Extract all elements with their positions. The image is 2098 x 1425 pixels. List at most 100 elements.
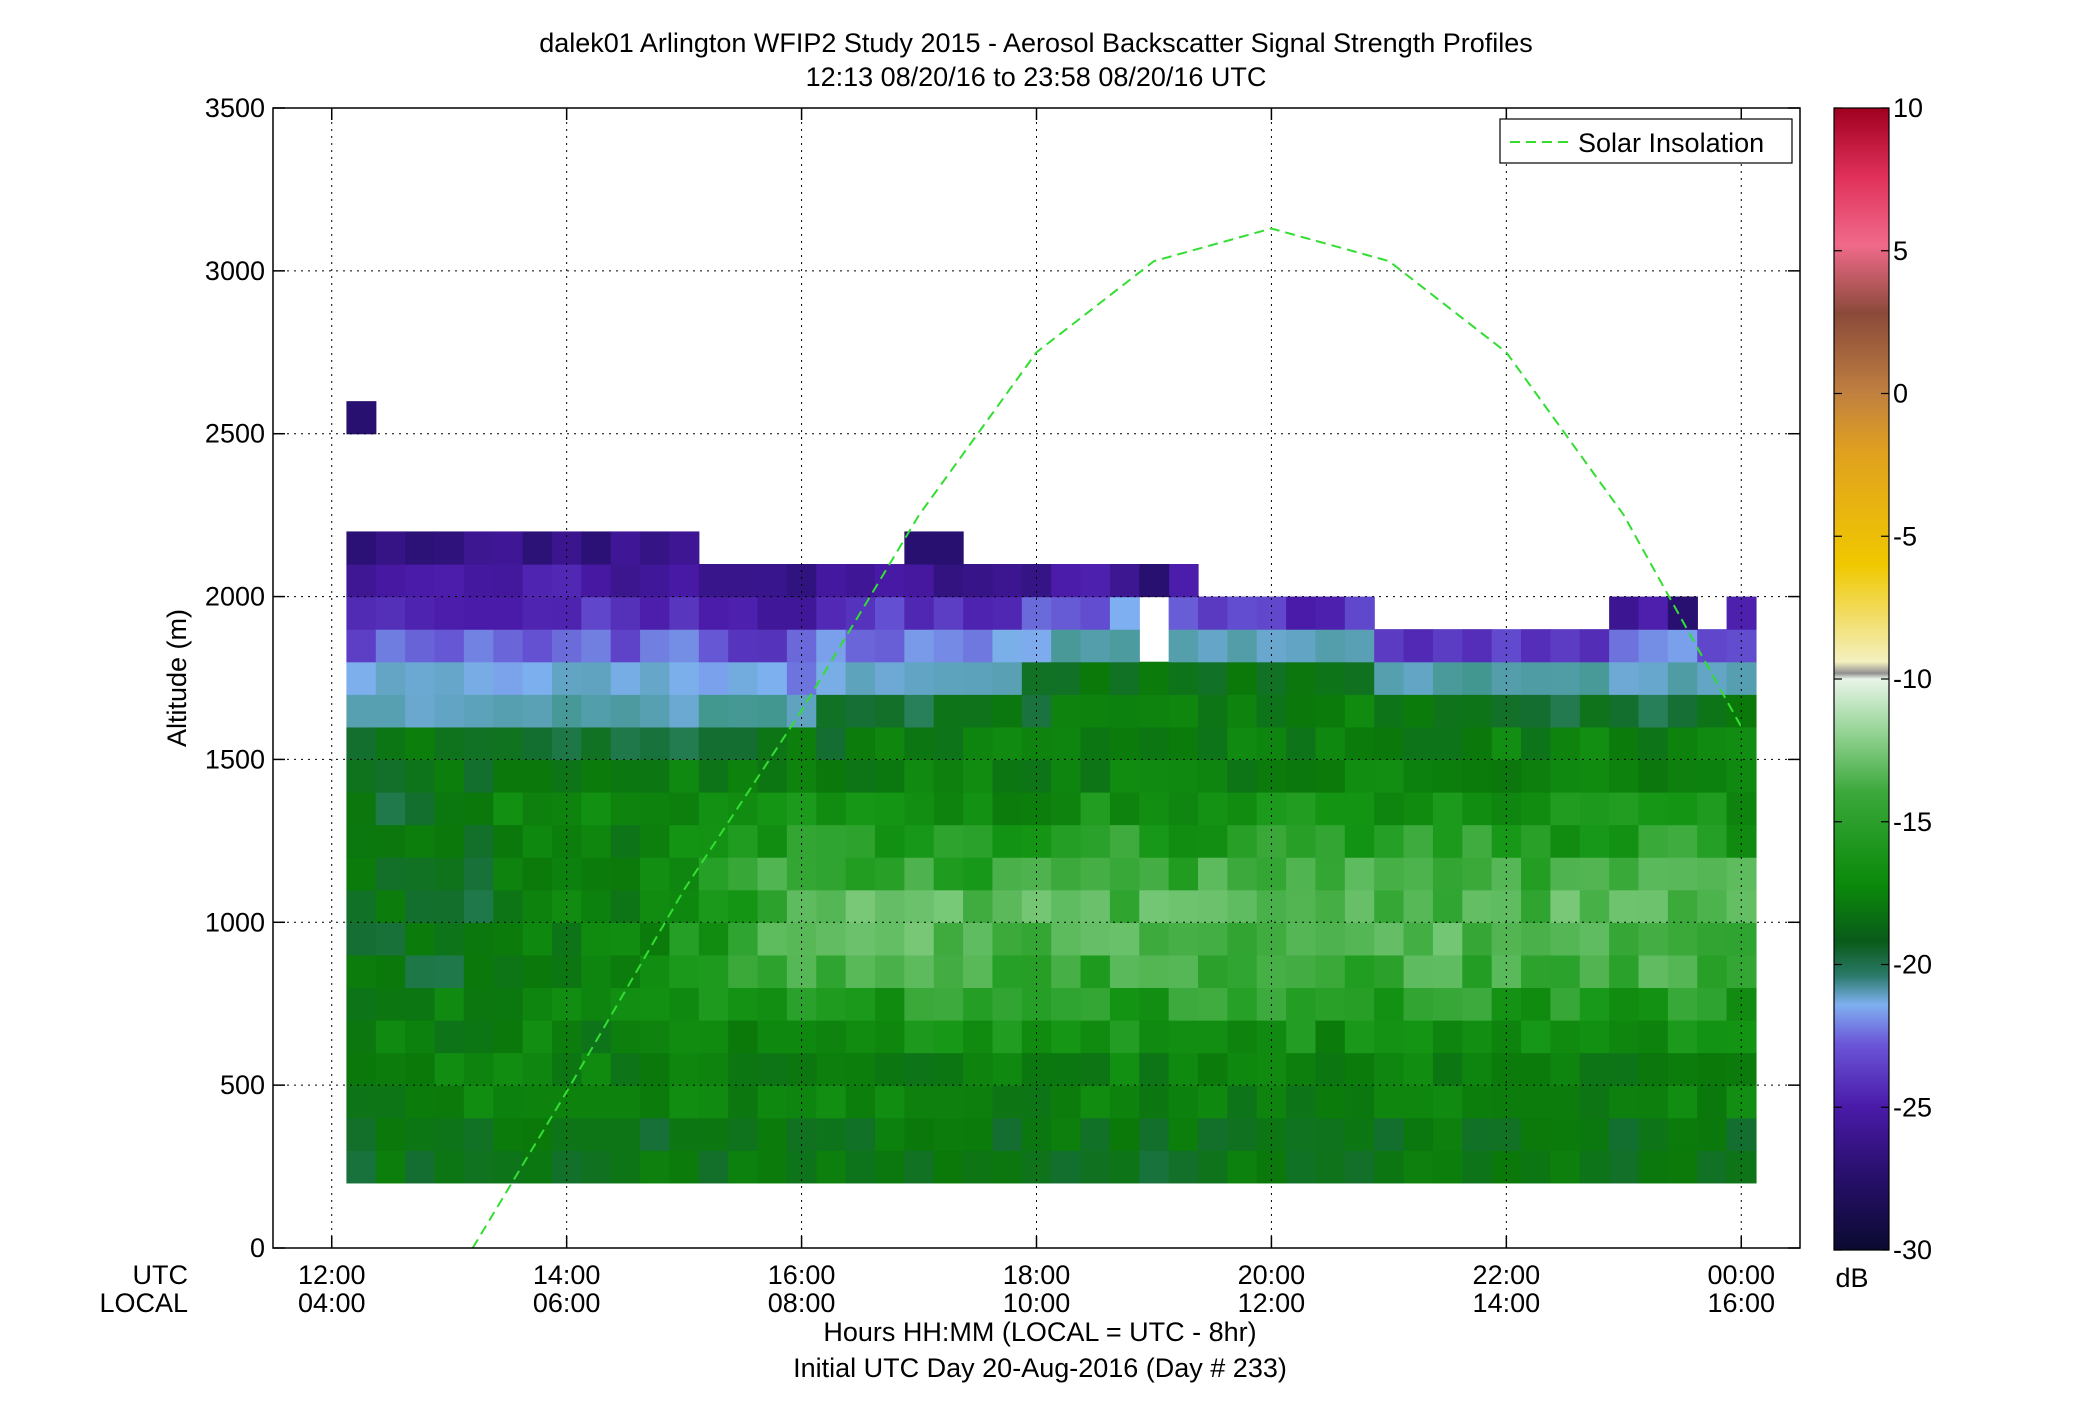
heatmap-cell (522, 824, 553, 858)
heatmap-cell (434, 1117, 465, 1151)
heatmap-cell (1667, 857, 1698, 891)
heatmap-cell (346, 987, 377, 1021)
heatmap-cell (904, 889, 935, 923)
heatmap-cell (463, 694, 494, 728)
heatmap-cell (581, 661, 612, 695)
heatmap-cell (874, 759, 905, 793)
heatmap-cell (405, 922, 436, 956)
heatmap-cell (1403, 824, 1434, 858)
heatmap-cell (346, 857, 377, 891)
y-axis-ticks: 0 500 1000 1500 2000 2500 3000 3500 (205, 93, 1800, 1263)
heatmap-cell (375, 661, 406, 695)
heatmap-cell (816, 922, 847, 956)
heatmap-cell (1638, 1150, 1669, 1184)
heatmap-cell (992, 596, 1023, 630)
heatmap-cell (522, 1052, 553, 1086)
heatmap-cell (522, 1085, 553, 1119)
heatmap-cell (1579, 1052, 1610, 1086)
heatmap-cell (493, 954, 524, 989)
heatmap-cell (1139, 922, 1170, 956)
heatmap-cell (1609, 694, 1640, 728)
heatmap-cell (610, 694, 641, 728)
heatmap-cell (522, 857, 553, 891)
x-axis-ticks: 12:0004:0014:0006:0016:0008:0018:0010:00… (298, 108, 1775, 1318)
heatmap-cell (1080, 922, 1111, 956)
heatmap-cell (610, 857, 641, 891)
heatmap-cell (346, 1052, 377, 1086)
heatmap-cell (463, 661, 494, 695)
heatmap-cell (434, 1020, 465, 1054)
heatmap-cell (346, 661, 377, 695)
heatmap-cell (551, 1020, 582, 1054)
heatmap-cell (1198, 1020, 1228, 1054)
heatmap-cell (786, 954, 817, 989)
heatmap-cell (874, 987, 905, 1021)
heatmap-layer (346, 401, 1757, 1184)
heatmap-cell (522, 661, 553, 695)
heatmap-cell (1315, 1085, 1346, 1119)
heatmap-cell (1432, 726, 1463, 761)
heatmap-cell (1521, 824, 1551, 858)
heatmap-cell (1550, 694, 1581, 728)
heatmap-cell (463, 889, 494, 923)
heatmap-cell (933, 954, 964, 989)
heatmap-cell (1609, 987, 1640, 1021)
heatmap-cell (1638, 1052, 1669, 1086)
heatmap-cell (522, 922, 553, 956)
heatmap-cell (1579, 889, 1610, 923)
heatmap-cell (963, 889, 994, 923)
heatmap-cell (346, 1150, 377, 1184)
x-tick-label-local: 12:00 (1238, 1288, 1306, 1318)
isolated-pixel (1139, 564, 1170, 598)
heatmap-cell (463, 1052, 494, 1086)
heatmap-cell (904, 596, 935, 630)
heatmap-cell (992, 694, 1023, 728)
heatmap-cell (640, 987, 671, 1021)
heatmap-cell (405, 1117, 436, 1151)
heatmap-cell (1432, 889, 1463, 923)
heatmap-cell (728, 1085, 759, 1119)
heatmap-cell (1374, 1020, 1405, 1054)
heatmap-cell (522, 596, 553, 630)
x-tick-label-local: 08:00 (768, 1288, 836, 1318)
heatmap-cell (845, 1085, 876, 1119)
heatmap-cell (405, 596, 436, 630)
solar-insolation-line (471, 227, 1743, 1248)
heatmap-cell (1227, 857, 1258, 891)
heatmap-cell (1403, 1150, 1434, 1184)
heatmap-cell (874, 661, 905, 695)
heatmap-cell (405, 889, 436, 923)
heatmap-cell (1726, 857, 1757, 891)
heatmap-cell (1139, 824, 1170, 858)
heatmap-cell (1403, 1117, 1434, 1151)
heatmap-cell (1432, 694, 1463, 728)
heatmap-cell (1579, 629, 1610, 663)
heatmap-cell (1227, 694, 1258, 728)
heatmap-cell (1344, 661, 1375, 695)
heatmap-cell (581, 726, 612, 761)
heatmap-cell (1491, 1085, 1522, 1119)
heatmap-cell (375, 954, 406, 989)
heatmap-cell (1286, 889, 1317, 923)
heatmap-cell (1315, 922, 1346, 956)
heatmap-cell (1403, 629, 1434, 663)
heatmap-cell (346, 889, 377, 923)
heatmap-cell (434, 531, 465, 565)
heatmap-cell (1697, 792, 1728, 826)
heatmap-cell (933, 726, 964, 761)
heatmap-cell (463, 1150, 494, 1184)
heatmap-cell (698, 629, 729, 663)
colorbar-tick-label: -5 (1893, 521, 1917, 551)
heatmap-cell (1315, 759, 1346, 793)
heatmap-cell (1051, 889, 1082, 923)
heatmap-cell (610, 629, 641, 663)
heatmap-cell (1550, 1020, 1581, 1054)
heatmap-cell (1667, 922, 1698, 956)
heatmap-cell (992, 824, 1023, 858)
heatmap-cell (1344, 824, 1375, 858)
heatmap-cell (1080, 1020, 1111, 1054)
heatmap-cell (640, 1117, 671, 1151)
heatmap-cell (1432, 857, 1463, 891)
heatmap-cell (1286, 824, 1317, 858)
heatmap-cell (405, 564, 436, 598)
